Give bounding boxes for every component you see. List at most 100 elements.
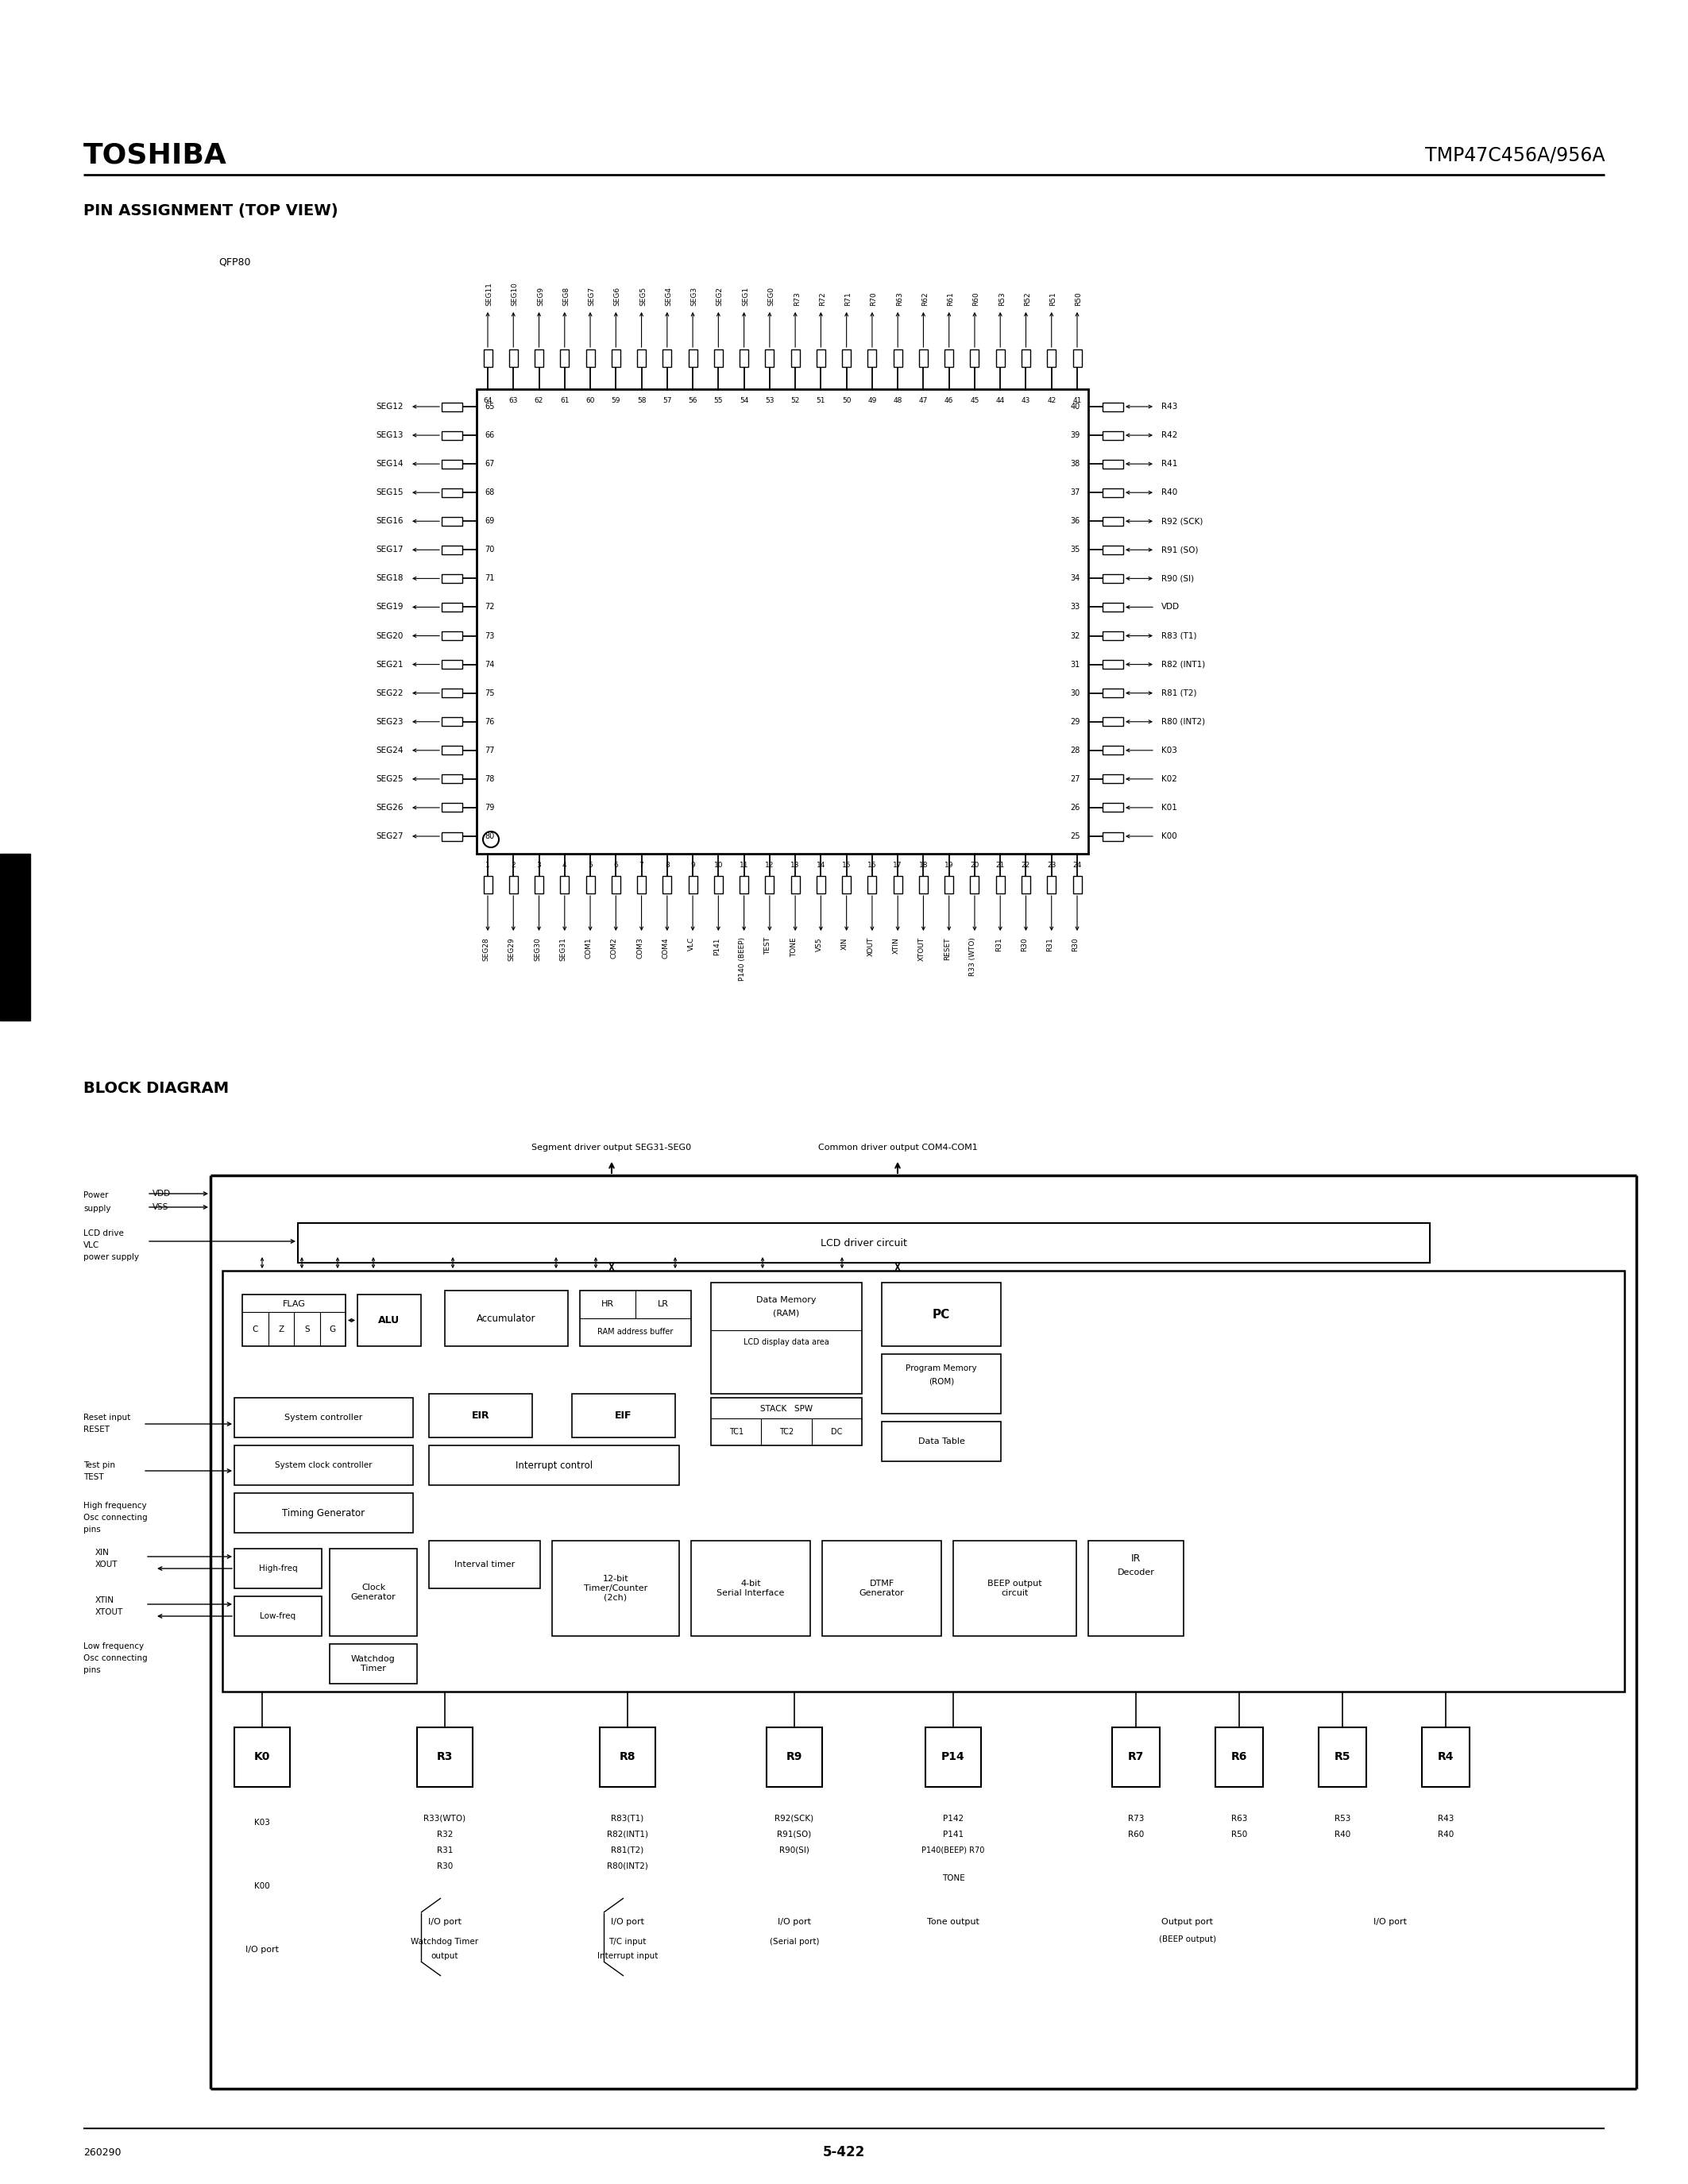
Text: SEG12: SEG12 <box>376 402 403 411</box>
Bar <box>1102 832 1123 841</box>
Text: pins: pins <box>83 1666 101 1675</box>
Text: ALU: ALU <box>378 1315 400 1326</box>
Bar <box>714 349 722 367</box>
Text: 57: 57 <box>663 397 672 404</box>
Bar <box>817 876 825 893</box>
Bar <box>690 1540 810 1636</box>
Bar <box>560 349 569 367</box>
Text: R91 (SO): R91 (SO) <box>1161 546 1198 555</box>
Text: R40: R40 <box>1161 489 1178 496</box>
Text: Data Memory: Data Memory <box>756 1295 817 1304</box>
Bar <box>235 1548 322 1588</box>
Text: Osc connecting: Osc connecting <box>83 1514 147 1522</box>
Bar <box>1102 660 1123 668</box>
Text: P140 (BEEP): P140 (BEEP) <box>739 937 746 981</box>
Text: SEG4: SEG4 <box>665 286 672 306</box>
Text: R72: R72 <box>819 293 825 306</box>
Text: I/O port: I/O port <box>429 1918 461 1926</box>
Text: VSS: VSS <box>152 1203 169 1212</box>
Bar <box>792 349 800 367</box>
Text: TOSHIBA: TOSHIBA <box>83 142 228 168</box>
Text: DTMF
Generator: DTMF Generator <box>859 1579 905 1597</box>
Text: 5: 5 <box>587 863 592 869</box>
Text: STACK   SPW: STACK SPW <box>760 1404 812 1413</box>
Text: BEEP output
circuit: BEEP output circuit <box>987 1579 1041 1597</box>
Bar <box>1421 1728 1470 1787</box>
Text: R30: R30 <box>1072 937 1079 952</box>
Bar <box>429 1446 679 1485</box>
Bar <box>442 688 463 697</box>
Bar <box>765 349 775 367</box>
Bar <box>842 349 851 367</box>
Text: 30: 30 <box>1070 690 1080 697</box>
Bar <box>1102 688 1123 697</box>
Text: S: S <box>304 1326 309 1332</box>
Text: Watchdog Timer: Watchdog Timer <box>412 1937 479 1946</box>
Bar <box>483 876 493 893</box>
Bar <box>483 349 493 367</box>
Text: R33 (WTO): R33 (WTO) <box>969 937 977 976</box>
Text: R43: R43 <box>1438 1815 1453 1824</box>
Bar <box>586 876 594 893</box>
Text: R82 (INT1): R82 (INT1) <box>1161 660 1205 668</box>
Text: R63: R63 <box>1231 1815 1247 1824</box>
Text: 8: 8 <box>665 863 670 869</box>
Text: Interrupt input: Interrupt input <box>598 1952 658 1959</box>
Text: 14: 14 <box>817 863 825 869</box>
Bar <box>1102 430 1123 439</box>
Bar <box>1021 876 1030 893</box>
Text: 79: 79 <box>484 804 495 812</box>
Text: SEG3: SEG3 <box>690 286 697 306</box>
Text: R5: R5 <box>1334 1752 1350 1762</box>
Bar <box>1102 518 1123 526</box>
Bar <box>442 574 463 583</box>
Bar <box>476 389 1089 854</box>
Text: 9: 9 <box>690 863 695 869</box>
Bar <box>297 1223 1430 1262</box>
Bar <box>442 546 463 555</box>
Text: 60: 60 <box>586 397 594 404</box>
Text: 80: 80 <box>484 832 495 841</box>
Text: 39: 39 <box>1070 430 1080 439</box>
Text: 58: 58 <box>636 397 647 404</box>
Text: LCD drive: LCD drive <box>83 1230 123 1238</box>
Text: Power: Power <box>83 1190 108 1199</box>
Text: 18: 18 <box>918 863 928 869</box>
Bar <box>235 1446 414 1485</box>
Text: 34: 34 <box>1070 574 1080 583</box>
Text: 56: 56 <box>689 397 697 404</box>
Text: SEG23: SEG23 <box>376 719 403 725</box>
Bar <box>223 1271 1624 1693</box>
Text: 21: 21 <box>996 863 1004 869</box>
Text: supply: supply <box>83 1206 111 1212</box>
Text: R63: R63 <box>896 293 903 306</box>
Text: SEG2: SEG2 <box>716 286 724 306</box>
Text: 2: 2 <box>511 863 515 869</box>
Bar <box>329 1645 417 1684</box>
Text: Interval timer: Interval timer <box>454 1562 515 1568</box>
Text: 45: 45 <box>971 397 979 404</box>
Bar <box>739 876 748 893</box>
Text: R51: R51 <box>1050 293 1057 306</box>
Bar <box>510 876 518 893</box>
Bar <box>235 1597 322 1636</box>
Text: 66: 66 <box>484 430 495 439</box>
Text: 76: 76 <box>484 719 495 725</box>
Text: 65: 65 <box>484 402 495 411</box>
Text: 22: 22 <box>1021 863 1030 869</box>
Text: R42: R42 <box>1161 430 1178 439</box>
Text: 68: 68 <box>484 489 495 496</box>
Text: VDD: VDD <box>1161 603 1180 612</box>
Bar <box>442 747 463 756</box>
Bar <box>442 804 463 812</box>
Text: Low-freq: Low-freq <box>260 1612 295 1621</box>
Text: R82(INT1): R82(INT1) <box>608 1830 648 1839</box>
Text: 36: 36 <box>1070 518 1080 524</box>
Text: Timing Generator: Timing Generator <box>282 1507 365 1518</box>
Text: R53: R53 <box>1334 1815 1350 1824</box>
Text: 7: 7 <box>640 863 643 869</box>
Text: XTIN: XTIN <box>893 937 900 954</box>
Text: power supply: power supply <box>83 1254 138 1260</box>
Bar <box>918 876 928 893</box>
Text: Data Table: Data Table <box>918 1437 966 1446</box>
